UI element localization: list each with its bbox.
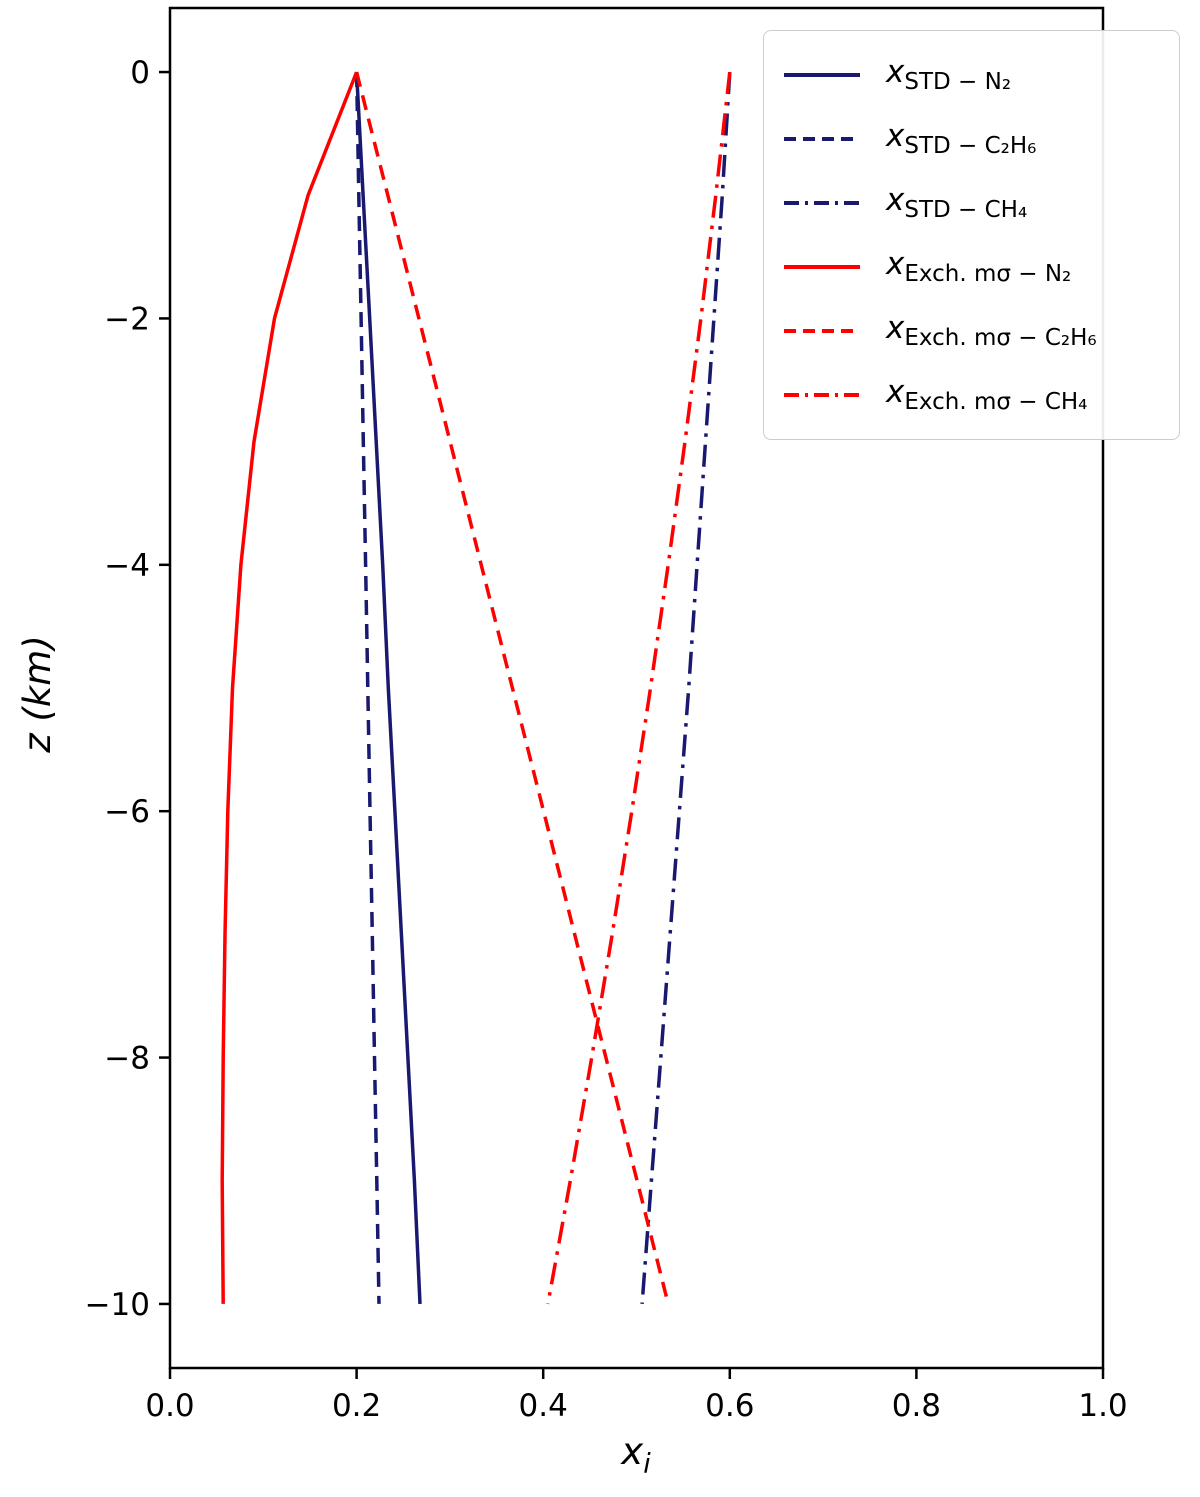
y-tick-label: −4 <box>104 548 150 584</box>
x-axis-label-main: x <box>621 1430 644 1473</box>
x-tick-label: 0.4 <box>519 1388 568 1424</box>
y-tick-label: −2 <box>104 301 150 337</box>
x-tick-label: 0.6 <box>705 1388 754 1424</box>
legend-item-std-c2h6: xSTD − C₂H₆ <box>764 107 1179 171</box>
x-tick-label: 0.8 <box>892 1388 941 1424</box>
series-line-exch-ms-n2 <box>220 71 359 1304</box>
y-axis-label: z (km) <box>16 635 59 753</box>
series-line-exch-ms-c2h6 <box>354 71 670 1305</box>
legend-line-sample-dashdot <box>784 201 860 205</box>
x-axis-label: xi <box>536 1430 736 1479</box>
x-tick-label: 1.0 <box>1078 1388 1127 1424</box>
legend-label-exch-ms-n2: xExch. mσ − N₂ <box>886 246 1072 288</box>
legend-label-std-n2: xSTD − N₂ <box>886 54 1012 96</box>
legend-label-exch-ms-ch4: xExch. mσ − CH₄ <box>886 374 1088 416</box>
y-tick-label: −10 <box>85 1287 150 1323</box>
series-line-std-c2h6 <box>354 72 381 1304</box>
y-tick-label: 0 <box>130 55 150 91</box>
legend-item-exch-ms-n2: xExch. mσ − N₂ <box>764 235 1179 299</box>
legend-item-exch-ms-c2h6: xExch. mσ − C₂H₆ <box>764 299 1179 363</box>
legend-label-std-ch4: xSTD − CH₄ <box>886 182 1028 224</box>
x-axis-label-sub: i <box>643 1448 651 1480</box>
x-tick-label: 0.0 <box>145 1388 194 1424</box>
legend-item-exch-ms-ch4: xExch. mσ − CH₄ <box>764 363 1179 427</box>
legend-label-std-c2h6: xSTD − C₂H₆ <box>886 118 1037 160</box>
legend-line-sample-solid <box>784 265 860 269</box>
x-tick-label: 0.2 <box>332 1388 381 1424</box>
legend-line-sample-dashed <box>784 329 860 333</box>
y-tick-label: −8 <box>104 1041 150 1077</box>
legend-label-exch-ms-c2h6: xExch. mσ − C₂H₆ <box>886 310 1097 352</box>
series-line-exch-ms-ch4 <box>546 71 732 1305</box>
legend-item-std-n2: xSTD − N₂ <box>764 43 1179 107</box>
series-line-std-n2 <box>354 72 422 1304</box>
legend-line-sample-solid <box>784 73 860 77</box>
axes-box <box>168 6 1105 1370</box>
legend-line-sample-dashdot <box>784 393 860 397</box>
series-line-std-ch4 <box>640 71 732 1305</box>
legend-line-sample-dashed <box>784 137 860 141</box>
legend: xSTD − N₂ xSTD − C₂H₆ xSTD − CH₄ xExch. mσ … <box>763 30 1180 440</box>
y-tick-label: −6 <box>104 794 150 830</box>
legend-item-std-ch4: xSTD − CH₄ <box>764 171 1179 235</box>
